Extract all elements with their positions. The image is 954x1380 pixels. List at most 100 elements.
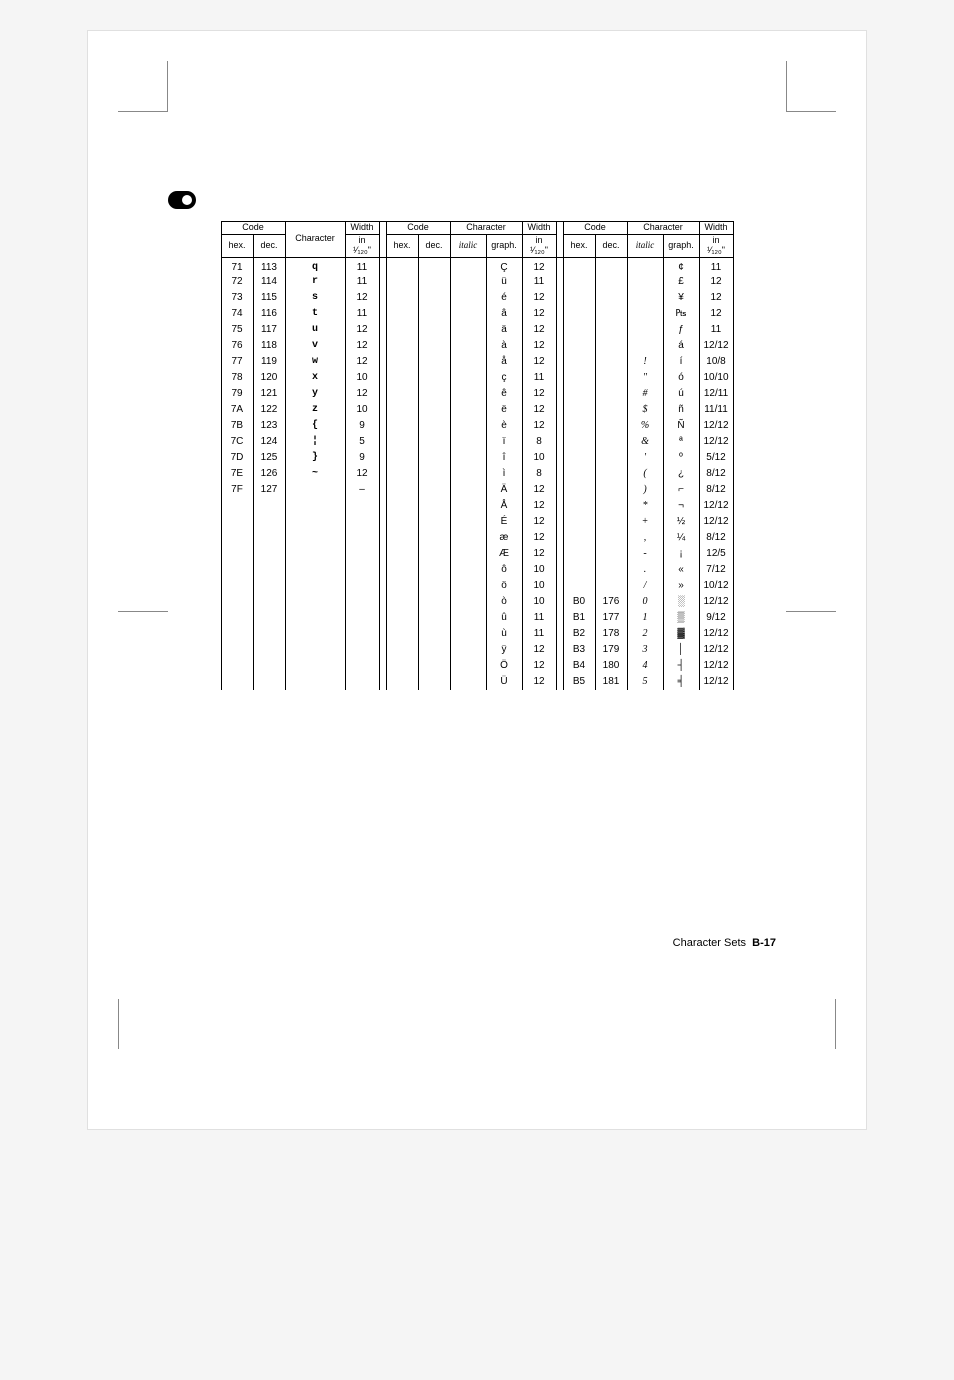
cell bbox=[345, 610, 379, 626]
cell bbox=[418, 514, 450, 530]
cell bbox=[563, 482, 595, 498]
cell: ÿ bbox=[486, 642, 522, 658]
cell: Ö bbox=[486, 658, 522, 674]
cell: v bbox=[285, 338, 345, 354]
cell: B5 bbox=[563, 674, 595, 690]
cell bbox=[386, 338, 418, 354]
th-width-sub3: in ¹⁄₁₂₀" bbox=[699, 234, 733, 257]
cell: 179 bbox=[595, 642, 627, 658]
cell: ¥ bbox=[663, 290, 699, 306]
cell bbox=[345, 562, 379, 578]
cell: ö bbox=[486, 578, 522, 594]
footer-label: Character Sets bbox=[673, 937, 746, 949]
cell: % bbox=[627, 418, 663, 434]
cell: 12 bbox=[522, 482, 556, 498]
cell: 0 bbox=[627, 594, 663, 610]
cell: . bbox=[627, 562, 663, 578]
cell: 10/10 bbox=[699, 370, 733, 386]
cell bbox=[285, 642, 345, 658]
th-hex3: hex. bbox=[563, 234, 595, 257]
cell bbox=[253, 610, 285, 626]
cell: 118 bbox=[253, 338, 285, 354]
cell: 123 bbox=[253, 418, 285, 434]
cell: 180 bbox=[595, 658, 627, 674]
cell: è bbox=[486, 418, 522, 434]
cell: í bbox=[663, 354, 699, 370]
cell bbox=[627, 322, 663, 338]
cell bbox=[450, 546, 486, 562]
cell bbox=[450, 274, 486, 290]
cell bbox=[450, 418, 486, 434]
cell: ü bbox=[486, 274, 522, 290]
cell: 10/12 bbox=[699, 578, 733, 594]
cell bbox=[386, 354, 418, 370]
cell: / bbox=[627, 578, 663, 594]
cell bbox=[386, 290, 418, 306]
cell: 10 bbox=[522, 578, 556, 594]
cell bbox=[386, 450, 418, 466]
cell bbox=[285, 514, 345, 530]
cell: 12 bbox=[522, 658, 556, 674]
cell: 116 bbox=[253, 306, 285, 322]
cell: ) bbox=[627, 482, 663, 498]
cell: ¡ bbox=[663, 546, 699, 562]
cell bbox=[450, 402, 486, 418]
cell: * bbox=[627, 498, 663, 514]
th-hex: hex. bbox=[221, 234, 253, 257]
cell: 12 bbox=[522, 514, 556, 530]
cell: 124 bbox=[253, 434, 285, 450]
cell: 121 bbox=[253, 386, 285, 402]
cell bbox=[595, 578, 627, 594]
cell bbox=[253, 642, 285, 658]
th-code3: Code bbox=[563, 222, 627, 235]
cell bbox=[627, 306, 663, 322]
cell: 177 bbox=[595, 610, 627, 626]
cell bbox=[253, 514, 285, 530]
cell: } bbox=[285, 450, 345, 466]
cell: å bbox=[486, 354, 522, 370]
cell bbox=[418, 306, 450, 322]
cell: – bbox=[345, 482, 379, 498]
cell bbox=[285, 626, 345, 642]
cell bbox=[386, 466, 418, 482]
cell: 11 bbox=[522, 626, 556, 642]
cell bbox=[450, 562, 486, 578]
cell bbox=[418, 626, 450, 642]
cell: 113 bbox=[253, 257, 285, 274]
cell bbox=[418, 386, 450, 402]
cell bbox=[595, 338, 627, 354]
cell bbox=[386, 434, 418, 450]
cell: ╡ bbox=[663, 674, 699, 690]
cell: » bbox=[663, 578, 699, 594]
th-italic2: italic bbox=[627, 234, 663, 257]
cell: ñ bbox=[663, 402, 699, 418]
cell bbox=[563, 306, 595, 322]
cell: 12 bbox=[522, 306, 556, 322]
cell bbox=[345, 530, 379, 546]
cell bbox=[418, 354, 450, 370]
cell: 10 bbox=[345, 402, 379, 418]
cell bbox=[221, 610, 253, 626]
cell: 11 bbox=[345, 274, 379, 290]
cell bbox=[386, 642, 418, 658]
th-width-sub: in ¹⁄₁₂₀" bbox=[345, 234, 379, 257]
cell bbox=[450, 257, 486, 274]
cell bbox=[450, 354, 486, 370]
cell: ½ bbox=[663, 514, 699, 530]
cell bbox=[450, 642, 486, 658]
cell: 12/12 bbox=[699, 418, 733, 434]
cell bbox=[418, 562, 450, 578]
cell: 115 bbox=[253, 290, 285, 306]
cell bbox=[345, 546, 379, 562]
cell: Ñ bbox=[663, 418, 699, 434]
cell: 71 bbox=[221, 257, 253, 274]
cell bbox=[221, 514, 253, 530]
cell bbox=[221, 546, 253, 562]
cell: 7A bbox=[221, 402, 253, 418]
cell: 1 bbox=[627, 610, 663, 626]
th-dec2: dec. bbox=[418, 234, 450, 257]
cell bbox=[386, 658, 418, 674]
cell bbox=[595, 306, 627, 322]
cell: q bbox=[285, 257, 345, 274]
cell: 11 bbox=[699, 257, 733, 274]
